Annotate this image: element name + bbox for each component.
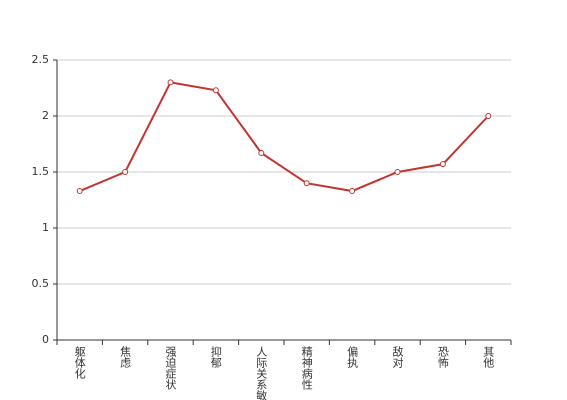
x-tick-label: 躯体化 <box>73 346 86 380</box>
point <box>76 188 83 195</box>
point <box>122 169 129 175</box>
point <box>212 87 219 94</box>
point <box>394 169 401 175</box>
point <box>167 79 174 86</box>
point <box>349 188 356 195</box>
x-tick-label: 抑郁 <box>209 345 222 368</box>
point <box>303 180 310 187</box>
y-tick-label: 2.5 <box>32 53 50 66</box>
point <box>485 113 492 119</box>
point <box>258 149 265 156</box>
y-tick-label: 1 <box>42 221 49 234</box>
line <box>79 81 490 193</box>
y-tick-label: 0.5 <box>32 277 50 290</box>
y-tick-label: 2 <box>42 109 49 122</box>
x-tick-label: 强迫症状 <box>164 346 177 390</box>
x-tick-label: 人际关系敏感 <box>255 346 268 400</box>
x-tick-label: 其他 <box>482 346 495 368</box>
y-tick-label: 0 <box>42 333 49 346</box>
y-tick-label: 1.5 <box>32 165 50 178</box>
x-tick-label: 偏执 <box>346 345 359 369</box>
x-tick-label: 恐怖 <box>436 346 449 368</box>
x-tick-label: 敌对 <box>391 345 404 368</box>
x-tick-label: 焦虑 <box>119 346 132 368</box>
x-tick-label: 精神病性 <box>300 346 313 391</box>
point <box>439 161 446 168</box>
